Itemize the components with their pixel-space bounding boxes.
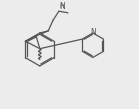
Text: N: N xyxy=(90,28,96,37)
Text: H: H xyxy=(59,4,64,9)
Text: N: N xyxy=(59,2,65,11)
